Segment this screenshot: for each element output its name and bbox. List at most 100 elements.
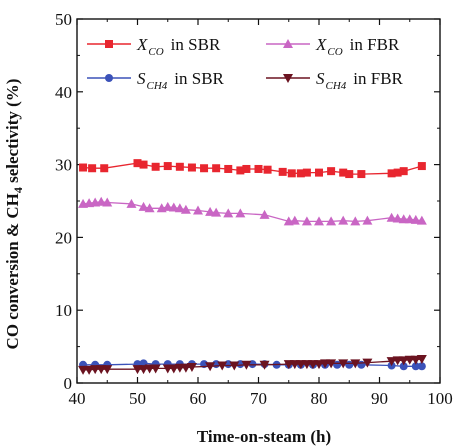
data-point [301,216,312,226]
data-point [235,208,246,218]
legend-entry-2: XCO in FBR [266,35,400,58]
data-point [236,166,245,175]
data-point [200,164,209,173]
y-tick-label: 50 [55,10,72,29]
data-point [102,197,113,207]
y-axis-title: CO conversion & CH4 selectivity (%) [3,79,25,350]
data-point [326,359,337,369]
data-point [326,216,337,226]
data-point [79,163,88,172]
data-point [102,365,113,375]
data-point [362,358,373,368]
series-1 [79,159,426,179]
data-point [193,205,203,215]
data-point [314,216,324,226]
data-point [327,167,336,176]
data-point [96,196,107,206]
data-point [350,216,361,226]
data-point [138,201,149,211]
data-point [180,363,191,373]
data-point [254,164,263,173]
x-tick-label: 40 [69,389,86,408]
data-point [168,364,179,374]
data-point [205,206,216,216]
data-point [357,170,366,179]
data-point [339,168,348,177]
data-point [350,359,361,369]
data-point [138,365,149,375]
data-point [223,208,234,218]
y-tick-label: 0 [64,374,73,393]
data-point [296,169,305,178]
data-point [259,209,270,219]
series-2 [78,196,427,226]
data-point [242,164,251,173]
data-point [229,361,240,371]
data-point [393,168,402,177]
data-point [168,202,179,212]
data-point [289,215,300,225]
data-point [338,215,349,225]
data-point [392,213,403,223]
data-point [410,214,421,224]
data-point [211,207,222,217]
data-point [416,215,427,225]
data-point [399,167,408,176]
data-point [338,359,349,369]
data-point [186,362,197,372]
data-point [175,162,184,171]
data-point [150,364,161,374]
data-point [287,169,296,178]
legend-label: XCO in SBR [136,35,221,58]
legend-entry-1: XCO in SBR [87,35,221,58]
legend-label: SCH4 in SBR [137,69,225,92]
data-point [404,214,415,224]
data-point [180,204,191,214]
data-point [126,198,137,208]
data-point [187,163,196,172]
data-point [411,362,420,371]
x-tick-label: 100 [427,389,453,408]
legend-marker [283,39,293,48]
data-point [386,357,397,367]
legend-entry-4: SCH4 in FBR [266,69,404,92]
plot-series [78,159,427,375]
y-tick-label: 20 [55,228,72,247]
data-point [163,162,172,171]
data-point [151,162,160,171]
data-point [410,355,421,365]
data-point [205,362,216,372]
x-tick-label: 50 [129,389,146,408]
y-tick-label: 30 [55,156,72,175]
data-point [362,215,373,225]
x-tick-label: 90 [371,389,388,408]
data-point [100,164,109,173]
data-point [386,212,397,222]
data-point [224,164,233,173]
data-point [162,201,173,211]
series-4 [78,354,427,375]
y-tick-label: 10 [55,301,72,320]
data-point [212,164,221,173]
x-tick-label: 80 [311,389,328,408]
data-point [139,160,148,169]
data-point [144,203,155,213]
data-point [416,354,427,364]
data-point [302,168,311,177]
legend-entry-3: SCH4 in SBR [87,69,225,92]
legend-marker [283,74,293,83]
data-point [417,162,426,171]
data-point [241,360,252,370]
axes: 40 50 60 70 80 90 100 0 10 20 30 40 50 [55,10,453,408]
data-point [278,167,287,176]
data-point [263,165,272,174]
legend-label: SCH4 in FBR [316,69,404,92]
data-point [387,169,396,178]
data-point [399,362,408,371]
data-point [417,362,426,371]
x-tick-label: 70 [250,389,267,408]
x-tick-label: 60 [190,389,207,408]
data-point [345,170,354,179]
data-point [259,360,270,370]
